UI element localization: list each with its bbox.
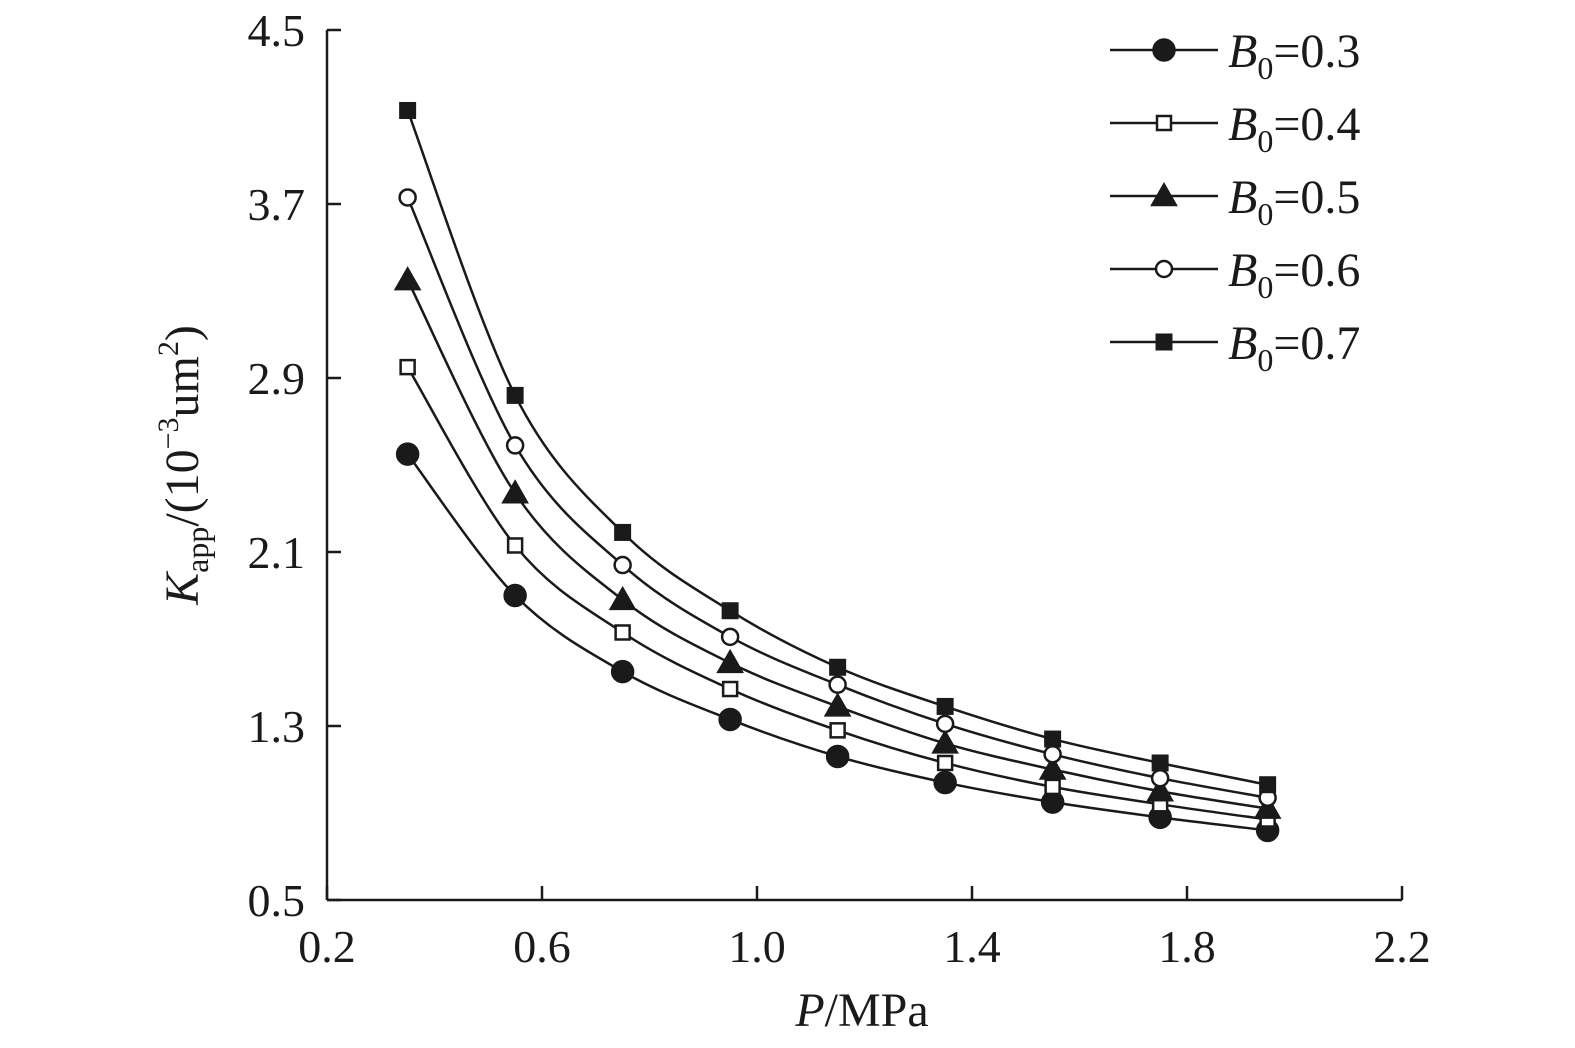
marker-open-circle xyxy=(613,555,632,575)
marker-open-square xyxy=(936,754,954,772)
marker-open-square xyxy=(506,537,524,554)
legend-label: B0=0.4 xyxy=(1228,98,1360,159)
marker-filled-square xyxy=(614,523,632,541)
legend-item: B0=0.6 xyxy=(1110,244,1360,305)
marker-filled-triangle xyxy=(393,266,422,291)
x-axis-title: P/MPa xyxy=(794,984,928,1037)
series-layer xyxy=(393,101,1282,843)
marker-open-circle xyxy=(1154,259,1174,279)
x-tick-label: 0.2 xyxy=(298,921,356,972)
marker-open-circle xyxy=(1150,768,1170,788)
marker-filled-square xyxy=(1259,776,1277,794)
marker-filled-square xyxy=(399,101,417,119)
x-tick-label: 1.4 xyxy=(943,921,1001,972)
marker-filled-triangle xyxy=(501,479,529,504)
legend-item: B0=0.7 xyxy=(1110,317,1360,378)
y-tick-label: 2.9 xyxy=(248,353,306,404)
marker-open-circle xyxy=(505,436,525,455)
legend-item: B0=0.4 xyxy=(1110,98,1360,159)
marker-filled-square xyxy=(1155,333,1173,351)
x-tick-label: 2.2 xyxy=(1373,921,1431,972)
marker-filled-triangle xyxy=(1146,777,1174,802)
y-tick-label: 3.7 xyxy=(248,179,306,230)
marker-filled-circle xyxy=(1152,38,1176,62)
x-tick-label: 0.6 xyxy=(513,921,571,972)
x-tick-label: 1.8 xyxy=(1158,921,1216,972)
series-B0=0.6 xyxy=(398,188,1277,808)
marker-filled-triangle xyxy=(608,585,637,611)
marker-filled-square xyxy=(1151,754,1169,772)
marker-filled-square xyxy=(829,658,847,676)
legend-item: B0=0.3 xyxy=(1110,25,1360,86)
axes: 0.2 0.6 1.0 1.4 1.8 2.2 0.5 1.3 2.1 2.9 3.7 4.5 xyxy=(248,5,1431,972)
marker-filled-square xyxy=(936,697,954,715)
marker-filled-circle xyxy=(395,442,420,466)
marker-open-square xyxy=(829,722,846,739)
marker-open-square xyxy=(614,624,631,641)
marker-open-square xyxy=(1044,778,1061,796)
marker-filled-circle xyxy=(933,770,957,795)
marker-open-square xyxy=(399,358,416,376)
y-tick-label: 2.1 xyxy=(248,527,306,578)
legend-label: B0=0.6 xyxy=(1228,244,1360,305)
marker-filled-square xyxy=(506,386,524,404)
marker-filled-triangle xyxy=(1038,755,1067,780)
y-tick-label: 1.3 xyxy=(248,701,306,752)
legend-label: B0=0.7 xyxy=(1228,317,1360,378)
marker-open-circle xyxy=(398,188,417,207)
marker-open-square xyxy=(1155,114,1173,132)
legend-label: B0=0.3 xyxy=(1228,25,1360,86)
marker-filled-circle xyxy=(610,659,635,684)
legend-label: B0=0.5 xyxy=(1228,171,1360,232)
y-tick-label: 0.5 xyxy=(248,875,306,926)
marker-filled-triangle xyxy=(931,729,959,754)
marker-filled-triangle xyxy=(823,692,852,717)
marker-filled-triangle xyxy=(716,648,744,674)
legend: B0=0.3 B0=0.4 B0=0.5 B0=0.6 B0=0.7 xyxy=(1110,25,1360,378)
series-B0=0.5 xyxy=(393,266,1282,819)
series-B0=0.7 xyxy=(399,101,1277,794)
y-tick-label: 4.5 xyxy=(248,5,306,56)
series-B0=0.3 xyxy=(395,442,1280,843)
marker-open-circle xyxy=(828,675,847,694)
x-tick-label: 1.0 xyxy=(728,921,786,972)
y-axis-title: Kapp/(10−3um2) xyxy=(152,325,215,606)
marker-filled-circle xyxy=(825,744,850,769)
marker-open-square xyxy=(721,680,739,698)
marker-filled-triangle xyxy=(1150,181,1178,207)
marker-filled-circle xyxy=(718,707,742,732)
marker-open-circle xyxy=(1043,745,1062,764)
marker-filled-square xyxy=(1044,730,1062,748)
marker-open-circle xyxy=(720,627,740,647)
marker-open-circle xyxy=(935,714,955,734)
legend-item: B0=0.5 xyxy=(1110,171,1360,232)
marker-filled-square xyxy=(721,602,739,620)
marker-filled-circle xyxy=(503,583,527,608)
